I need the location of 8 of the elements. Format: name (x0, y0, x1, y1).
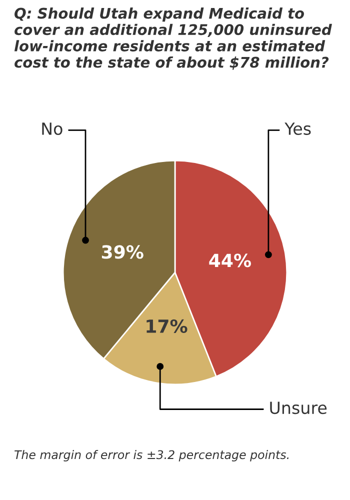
data-label: 44% (209, 254, 251, 268)
slice-label: Yes (284, 122, 311, 135)
slice-label: No (42, 122, 62, 135)
text: The margin of error is ±3.2 percentage points. (14, 450, 288, 462)
data-label: 17% (146, 319, 188, 333)
slice-label: Unsure (270, 402, 327, 414)
chart-title: Q: Should Utah expand Medicaid to cover an additional 125,000 uninsured low-income residents at an estimated cost to the state of about $78 million? (14, 8, 332, 70)
data-label: 39% (102, 245, 144, 259)
